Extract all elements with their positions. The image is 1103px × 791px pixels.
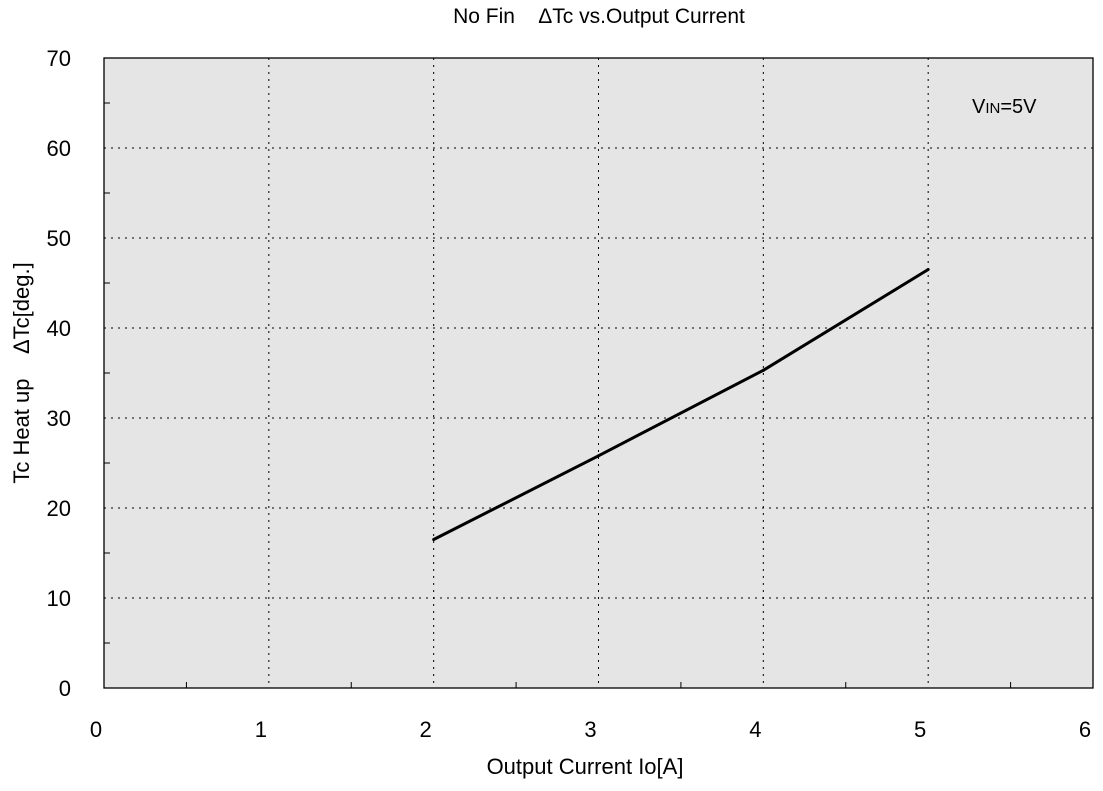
chart-title: No Fin ΔTc vs.Output Current <box>453 5 745 28</box>
x-tick-label: 6 <box>1079 717 1091 742</box>
data-point <box>432 538 436 541</box>
vin-annotation-sub: IN <box>985 100 1000 117</box>
y-axis-tick-labels: 0 10 20 30 40 50 60 70 <box>47 46 71 701</box>
data-point <box>926 268 930 271</box>
y-tick-label: 20 <box>47 496 71 521</box>
minor-ticks <box>104 102 1012 688</box>
y-axis-label: Tc Heat up ΔTc[deg.] <box>9 262 34 483</box>
vin-annotation-rest: =5V <box>1000 96 1037 118</box>
x-tick-label: 2 <box>420 717 432 742</box>
grid-lines <box>104 58 1093 688</box>
vin-annotation: VIN=5V <box>972 96 1037 118</box>
series-layer <box>432 268 930 541</box>
x-tick-label: 5 <box>914 717 926 742</box>
data-point <box>597 454 600 458</box>
x-tick-label: 4 <box>749 717 761 742</box>
series-line-0 <box>433 268 929 541</box>
x-axis-label: Output Current Io[A] <box>487 754 684 779</box>
x-axis-tick-labels: 0 1 2 3 4 5 6 <box>90 717 1091 742</box>
y-tick-label: 70 <box>47 46 71 71</box>
y-tick-label: 60 <box>47 136 71 161</box>
x-tick-label: 1 <box>255 717 267 742</box>
y-tick-label: 10 <box>47 586 71 611</box>
x-tick-label: 0 <box>90 717 102 742</box>
x-tick-label: 3 <box>584 717 596 742</box>
y-tick-label: 30 <box>47 406 71 431</box>
y-tick-label: 50 <box>47 226 71 251</box>
vin-annotation-main: V <box>972 96 986 118</box>
data-point <box>761 368 765 372</box>
y-tick-label: 0 <box>59 676 71 701</box>
y-tick-label: 40 <box>47 316 71 341</box>
